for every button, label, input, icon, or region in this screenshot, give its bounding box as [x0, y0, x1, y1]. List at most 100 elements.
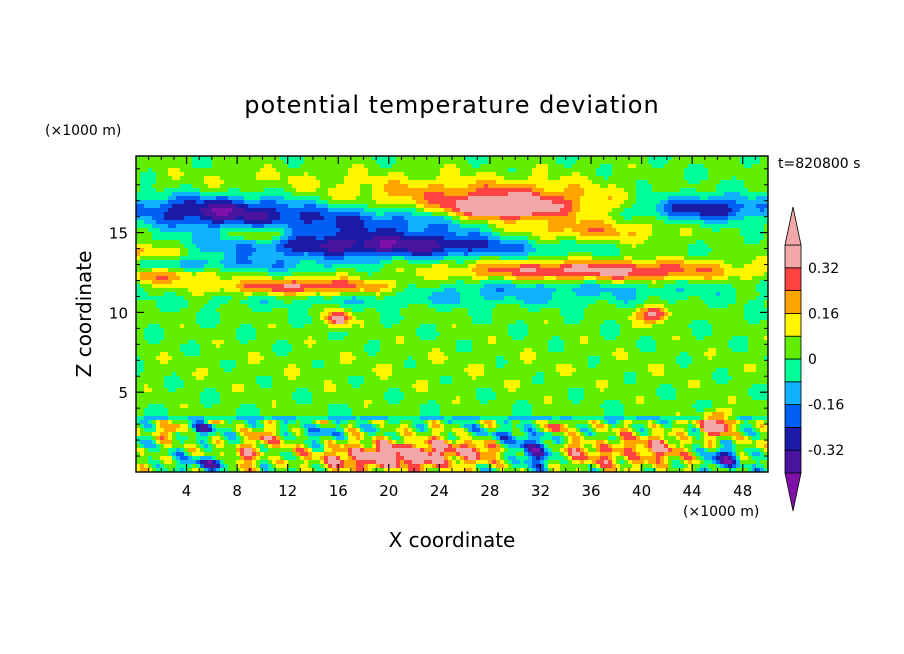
heatmap-cell — [264, 160, 269, 165]
heatmap-cell — [456, 260, 461, 265]
heatmap-cell — [740, 244, 745, 249]
heatmap-cell — [436, 236, 441, 241]
heatmap-cell — [468, 172, 473, 177]
heatmap-cell — [500, 160, 505, 165]
heatmap-cell — [604, 184, 609, 189]
heatmap-cell — [584, 188, 589, 193]
heatmap-cell — [460, 280, 465, 285]
heatmap-cell — [284, 264, 289, 269]
heatmap-cell — [488, 168, 493, 173]
heatmap-cell — [696, 212, 701, 217]
heatmap-cell — [272, 220, 277, 225]
heatmap-cell — [252, 172, 257, 177]
heatmap-cell — [200, 256, 205, 261]
heatmap-cell — [712, 260, 717, 265]
heatmap-cell — [736, 212, 741, 217]
heatmap-cell — [140, 256, 145, 261]
heatmap-cell — [432, 268, 437, 273]
heatmap-cell — [572, 156, 577, 161]
heatmap-cell — [504, 232, 509, 237]
heatmap-cell — [492, 264, 497, 269]
heatmap-cell — [268, 208, 273, 213]
heatmap-cell — [252, 156, 257, 161]
heatmap-cell — [592, 172, 597, 177]
heatmap-cell — [248, 244, 253, 249]
heatmap-cell — [704, 172, 709, 177]
heatmap-cell — [336, 276, 341, 281]
heatmap-cell — [548, 192, 553, 197]
heatmap-cell — [396, 200, 401, 205]
heatmap-cell — [428, 160, 433, 165]
heatmap-cell — [204, 200, 209, 205]
heatmap-cell — [328, 184, 333, 189]
heatmap-cell — [672, 236, 677, 241]
heatmap-cell — [284, 256, 289, 261]
heatmap-cell — [368, 192, 373, 197]
heatmap-cell — [224, 196, 229, 201]
heatmap-cell — [204, 276, 209, 281]
heatmap-cell — [596, 156, 601, 161]
heatmap-cell — [564, 216, 569, 221]
heatmap-cell — [568, 268, 573, 273]
heatmap-cell — [456, 272, 461, 277]
heatmap-cell — [336, 272, 341, 277]
heatmap-cell — [156, 268, 161, 273]
heatmap-cell — [512, 248, 517, 253]
heatmap-cell — [636, 276, 641, 281]
heatmap-cell — [548, 172, 553, 177]
heatmap-cell — [300, 256, 305, 261]
heatmap-cell — [444, 244, 449, 249]
heatmap-cell — [408, 160, 413, 165]
heatmap-cell — [740, 252, 745, 257]
heatmap-cell — [240, 168, 245, 173]
heatmap-cell — [452, 236, 457, 241]
heatmap-cell — [184, 172, 189, 177]
heatmap-cell — [184, 260, 189, 265]
heatmap-cell — [660, 188, 665, 193]
heatmap-cell — [452, 228, 457, 233]
heatmap-cell — [388, 216, 393, 221]
heatmap-cell — [280, 220, 285, 225]
heatmap-cell — [736, 156, 741, 161]
heatmap-cell — [228, 256, 233, 261]
heatmap-cell — [396, 236, 401, 241]
heatmap-cell — [484, 200, 489, 205]
heatmap-cell — [468, 220, 473, 225]
heatmap-cell — [220, 192, 225, 197]
heatmap-cell — [416, 208, 421, 213]
heatmap-cell — [548, 196, 553, 201]
heatmap-cell — [484, 220, 489, 225]
heatmap-cell — [684, 208, 689, 213]
heatmap-cell — [652, 232, 657, 237]
heatmap-cell — [440, 192, 445, 197]
heatmap-cell — [152, 260, 157, 265]
heatmap-cell — [380, 196, 385, 201]
heatmap-cell — [640, 264, 645, 269]
heatmap-cell — [176, 220, 181, 225]
heatmap-cell — [756, 248, 761, 253]
heatmap-cell — [212, 188, 217, 193]
heatmap-cell — [480, 192, 485, 197]
heatmap-cell — [688, 184, 693, 189]
heatmap-cell — [612, 228, 617, 233]
heatmap-cell — [660, 240, 665, 245]
heatmap-cell — [428, 240, 433, 245]
heatmap-cell — [496, 176, 501, 181]
heatmap-cell — [444, 252, 449, 257]
heatmap-cell — [548, 264, 553, 269]
heatmap-cell — [384, 176, 389, 181]
heatmap-cell — [520, 240, 525, 245]
heatmap-cell — [636, 228, 641, 233]
heatmap-cell — [672, 172, 677, 177]
heatmap-cell — [740, 240, 745, 245]
heatmap-cell — [568, 172, 573, 177]
heatmap-cell — [296, 204, 301, 209]
heatmap-cell — [604, 252, 609, 257]
heatmap-cell — [244, 240, 249, 245]
heatmap-cell — [240, 248, 245, 253]
heatmap-cell — [760, 248, 765, 253]
heatmap-cell — [260, 248, 265, 253]
heatmap-cell — [704, 248, 709, 253]
heatmap-cell — [656, 228, 661, 233]
heatmap-cell — [652, 264, 657, 269]
